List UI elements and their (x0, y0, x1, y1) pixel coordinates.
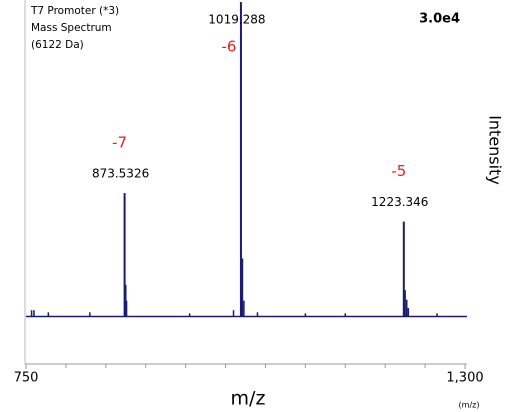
title-line: Mass Spectrum (31, 22, 112, 34)
title-line: (6122 Da) (31, 39, 84, 51)
x-axis-title: m/z (231, 388, 266, 410)
scale-label: 3.0e4 (419, 12, 460, 27)
charge-label: -5 (391, 162, 406, 180)
charge-label: -6 (221, 38, 236, 56)
x-tick-label: 1,300 (446, 371, 483, 386)
y-axis-title: Intensity (486, 115, 505, 185)
title-line: T7 Promoter (*3) (30, 5, 119, 17)
x-tick-label: 750 (14, 371, 39, 386)
x-axis-unit: (m/z) (459, 401, 480, 410)
peak-label: 873.5326 (92, 167, 149, 181)
peak-label: 1223.346 (371, 195, 428, 209)
peak-label: 1019.288 (208, 13, 265, 27)
charge-label: -7 (112, 134, 127, 152)
